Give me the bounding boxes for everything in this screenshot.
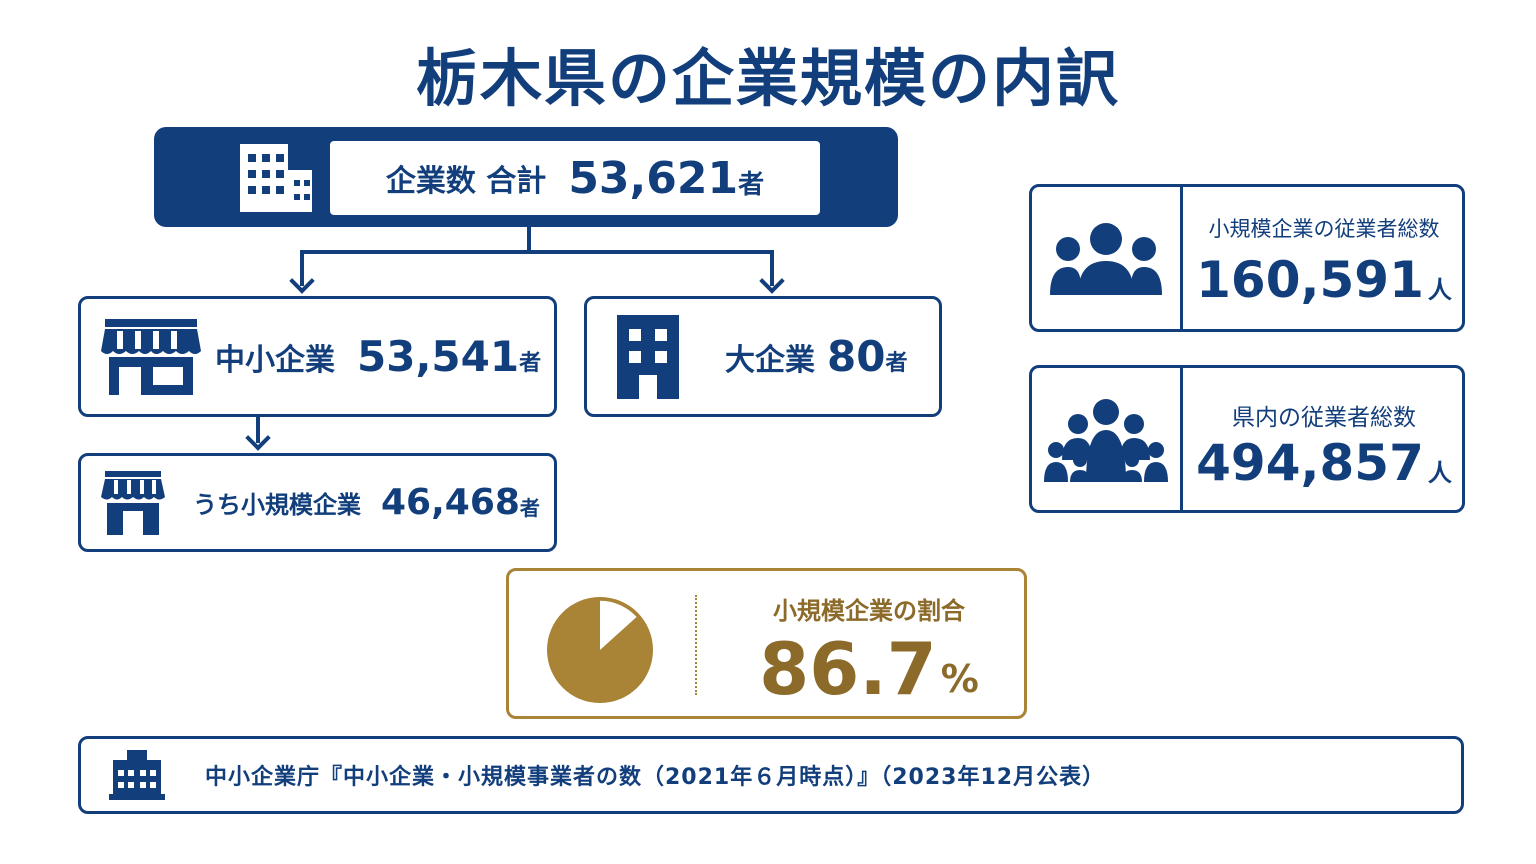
stat-value: 494,857 (1196, 434, 1424, 492)
small-shop-icon (101, 470, 165, 535)
small-value: 46,468 (381, 482, 520, 523)
crowd-icon (1044, 398, 1168, 482)
large-label: 大企業 (725, 342, 815, 378)
large-unit: 者 (885, 350, 908, 376)
stat-label: 県内の従業者総数 (1232, 405, 1416, 431)
stat-value: 160,591 (1196, 251, 1424, 309)
small-enterprise-ratio-card: 小規模企業の割合 86.7 % (506, 568, 1027, 719)
divider (1180, 187, 1183, 329)
connector-line (770, 250, 774, 286)
sme-card: 中小企業 53,541 者 (78, 296, 557, 417)
tall-building-icon (613, 314, 683, 399)
storefront-icon (101, 317, 201, 397)
ratio-value: 86.7 (759, 627, 937, 711)
sme-value: 53,541 (357, 332, 520, 381)
stat-unit: 人 (1427, 458, 1452, 487)
page-title: 栃木県の企業規模の内訳 (415, 42, 1120, 115)
pie-remainder-slice (600, 600, 637, 650)
total-value: 53,621 (568, 152, 739, 204)
connector-line (300, 250, 774, 254)
connector-line (256, 417, 260, 443)
ratio-label: 小規模企業の割合 (773, 597, 965, 625)
arrow-down-icon (759, 268, 785, 294)
large-value: 80 (827, 332, 886, 381)
office-building-icon (238, 144, 314, 212)
sme-unit: 者 (519, 350, 542, 376)
divider (695, 595, 697, 695)
small-enterprise-card: うち小規模企業 46,468 者 (78, 453, 557, 552)
source-text: 中小企業庁『中小企業・小規模事業者の数（2021年６月時点）』（2023年12月… (205, 765, 1106, 790)
prefecture-employees-card: 県内の従業者総数 494,857 人 (1029, 365, 1465, 513)
connector-line (300, 250, 304, 286)
total-label: 企業数 合計 (385, 164, 547, 199)
connector-line (527, 227, 531, 252)
pie-chart-icon (545, 595, 655, 705)
stat-value-row: 160,591 人 (1184, 251, 1464, 309)
sme-label: 中小企業 (215, 342, 335, 378)
small-enterprise-employees-card: 小規模企業の従業者総数 160,591 人 (1029, 184, 1465, 332)
government-building-icon (109, 750, 165, 800)
small-label: うち小規模企業 (193, 491, 361, 519)
stat-unit: 人 (1427, 275, 1452, 304)
arrow-down-icon (289, 268, 315, 294)
ratio-value-row: 86.7 % (709, 627, 1029, 711)
small-unit: 者 (519, 496, 540, 520)
stat-label: 小規模企業の従業者総数 (1208, 217, 1440, 241)
ratio-unit: % (940, 657, 979, 701)
stat-value-row: 494,857 人 (1184, 434, 1464, 492)
people-group-icon (1050, 221, 1162, 295)
total-companies-label-box: 企業数 合計 53,621 者 (330, 141, 820, 215)
divider (1180, 368, 1183, 510)
arrow-down-icon (245, 425, 271, 451)
source-citation: 中小企業庁『中小企業・小規模事業者の数（2021年６月時点）』（2023年12月… (78, 736, 1464, 814)
total-unit: 者 (738, 169, 765, 200)
large-enterprise-card: 大企業 80 者 (584, 296, 942, 417)
